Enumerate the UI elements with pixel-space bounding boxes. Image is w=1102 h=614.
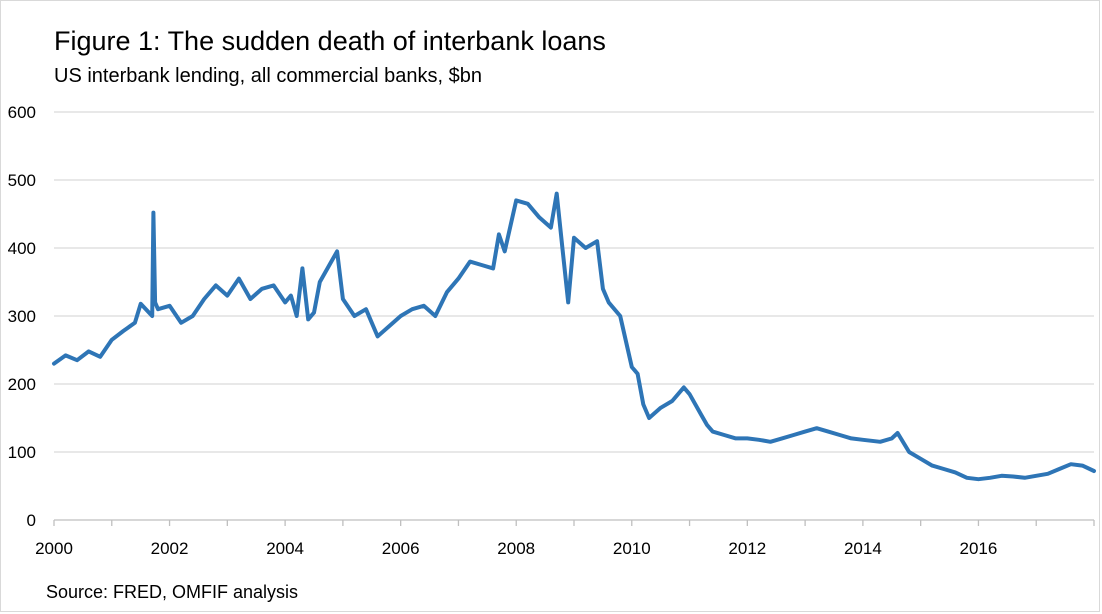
y-tick-label-600: 600 (8, 103, 36, 122)
gridlines (54, 111, 1094, 453)
chart-title: Figure 1: The sudden death of interbank … (54, 26, 606, 56)
x-tick-label-2012: 2012 (728, 539, 766, 558)
x-tick-label-2008: 2008 (497, 539, 535, 558)
chart-subtitle: US interbank lending, all commercial ban… (54, 65, 482, 87)
x-tick-label-2002: 2002 (151, 539, 189, 558)
y-tick-label-300: 300 (8, 307, 36, 326)
y-tick-label-200: 200 (8, 375, 36, 394)
x-tick-label-2006: 2006 (382, 539, 420, 558)
x-tick-label-2010: 2010 (613, 539, 651, 558)
y-tick-label-0: 0 (27, 511, 36, 530)
source-note: Source: FRED, OMFIF analysis (46, 582, 299, 602)
y-tick-label-400: 400 (8, 239, 36, 258)
x-tick-label-2004: 2004 (266, 539, 304, 558)
series-line-interbank-lending (52, 191, 1096, 482)
y-tick-label-100: 100 (8, 443, 36, 462)
x-axis-ticks: 2000 2002 2004 2006 2008 2010 2012 2014 2016 (35, 539, 997, 558)
y-axis-ticks: 0 100 200 300 400 500 600 (8, 103, 36, 530)
x-tick-label-2016: 2016 (960, 539, 998, 558)
y-tick-label-500: 500 (8, 171, 36, 190)
x-axis-tick-marks (53, 520, 1095, 526)
x-tick-label-2000: 2000 (35, 539, 73, 558)
x-tick-label-2014: 2014 (844, 539, 882, 558)
